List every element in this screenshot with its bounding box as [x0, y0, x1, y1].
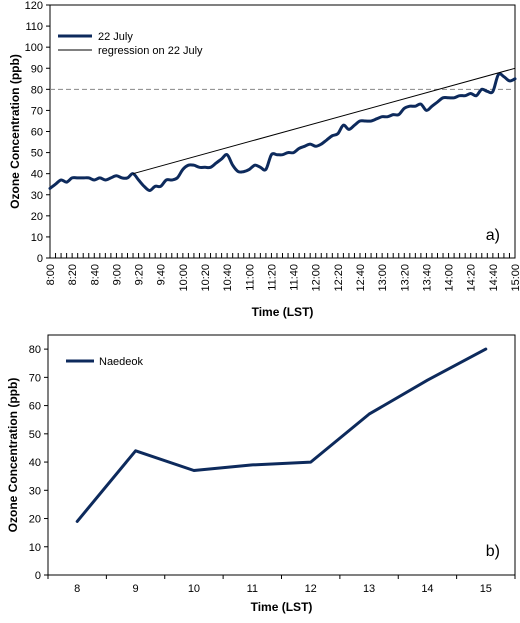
x-tick-label: 12:40 [355, 264, 367, 292]
y-tick-label: 60 [31, 127, 43, 139]
y-tick-label: 90 [31, 63, 43, 75]
x-tick-label: 14:00 [444, 264, 456, 292]
x-tick-label: 14:20 [466, 264, 478, 292]
y-axis-title: Ozone Concentration (ppb) [8, 54, 22, 209]
y-tick-label: 110 [25, 21, 43, 33]
series-line-naedeok [75, 347, 488, 523]
x-axis-title: Time (LST) [251, 600, 313, 614]
y-tick-label: 40 [29, 457, 41, 469]
series-line-22-july [48, 72, 517, 192]
y-tick-label: 60 [29, 401, 41, 413]
y-tick-label: 120 [25, 0, 43, 12]
x-tick-label: 8:00 [45, 264, 57, 285]
x-tick-label: 10:40 [222, 264, 234, 292]
y-axis-title: Ozone Concentration (ppb) [6, 378, 20, 533]
x-tick-label: 8:20 [67, 264, 79, 285]
y-tick-label: 0 [35, 570, 41, 582]
panel-label: b) [486, 543, 500, 560]
x-tick-label: 13:20 [399, 264, 411, 292]
x-tick-label: 14:40 [488, 264, 500, 292]
x-tick-label: 12:00 [311, 264, 323, 292]
x-axis-ticks: 8:00 8:20 8:40 9:00 9:20 9:40 10:00 10:20 10:40 1… [45, 253, 520, 292]
series-line-regression-on-22-july [132, 67, 516, 175]
x-tick-label: 13:40 [421, 264, 433, 292]
legend: Naedeok [66, 356, 144, 368]
x-tick-label: 10:20 [200, 264, 212, 292]
y-axis-ticks: 0 10 20 30 40 50 60 70 80 90 100 110 120 [25, 0, 50, 265]
y-axis-ticks: 0 10 20 30 40 50 60 70 80 [29, 344, 48, 582]
x-tick-label: 13 [363, 583, 375, 595]
y-tick-label: 20 [29, 514, 41, 526]
y-tick-label: 10 [29, 542, 41, 554]
y-tick-label: 50 [29, 429, 41, 441]
x-tick-label: 9:00 [111, 264, 123, 285]
x-tick-label: 10 [188, 583, 200, 595]
x-tick-label: 11:20 [266, 264, 278, 291]
y-tick-label: 30 [29, 485, 41, 497]
y-tick-label: 40 [31, 169, 43, 181]
y-tick-label: 70 [29, 372, 41, 384]
y-tick-label: 0 [37, 253, 43, 265]
y-tick-label: 80 [31, 84, 43, 96]
y-tick-label: 30 [31, 190, 43, 202]
y-tick-label: 70 [31, 105, 43, 117]
y-tick-label: 20 [31, 211, 43, 223]
legend-label-22-july: 22 July [98, 31, 133, 43]
series-group [75, 347, 488, 523]
series-group [48, 67, 517, 192]
x-tick-label: 12:20 [333, 264, 345, 292]
chart-panel-b: 0 10 20 30 40 50 60 70 80 8 9 10 11 12 13 14 15 Time (L… [6, 334, 516, 614]
y-tick-label: 100 [25, 42, 43, 54]
x-tick-label: 9:20 [134, 264, 146, 285]
x-tick-label: 8 [74, 583, 80, 595]
x-tick-label: 10:00 [178, 264, 190, 292]
y-tick-label: 50 [31, 148, 43, 160]
x-tick-label: 14 [421, 583, 433, 595]
x-tick-label: 11:40 [289, 264, 301, 291]
x-tick-label: 9:40 [156, 264, 168, 285]
legend-label-naedeok: Naedeok [99, 356, 144, 368]
x-axis-title: Time (LST) [252, 305, 314, 319]
x-tick-label: 15:00 [510, 264, 520, 292]
x-tick-label: 8:40 [89, 264, 101, 285]
y-tick-label: 80 [29, 344, 41, 356]
y-tick-label: 10 [31, 232, 43, 244]
x-tick-label: 13:00 [377, 264, 389, 292]
legend: 22 July regression on 22 July [58, 31, 203, 57]
x-tick-label: 15 [480, 583, 492, 595]
x-tick-label: 9 [133, 583, 139, 595]
x-tick-label: 12 [305, 583, 317, 595]
panel-label: a) [486, 227, 500, 244]
x-tick-label: 11 [247, 583, 258, 595]
x-axis-ticks: 8 9 10 11 12 13 14 15 [47, 575, 516, 595]
x-tick-label: 11:00 [244, 264, 256, 291]
legend-label-regression: regression on 22 July [98, 45, 203, 57]
chart-panel-a: 0 10 20 30 40 50 60 70 80 90 100 110 120 8:00 8:20 8:4… [8, 0, 520, 319]
